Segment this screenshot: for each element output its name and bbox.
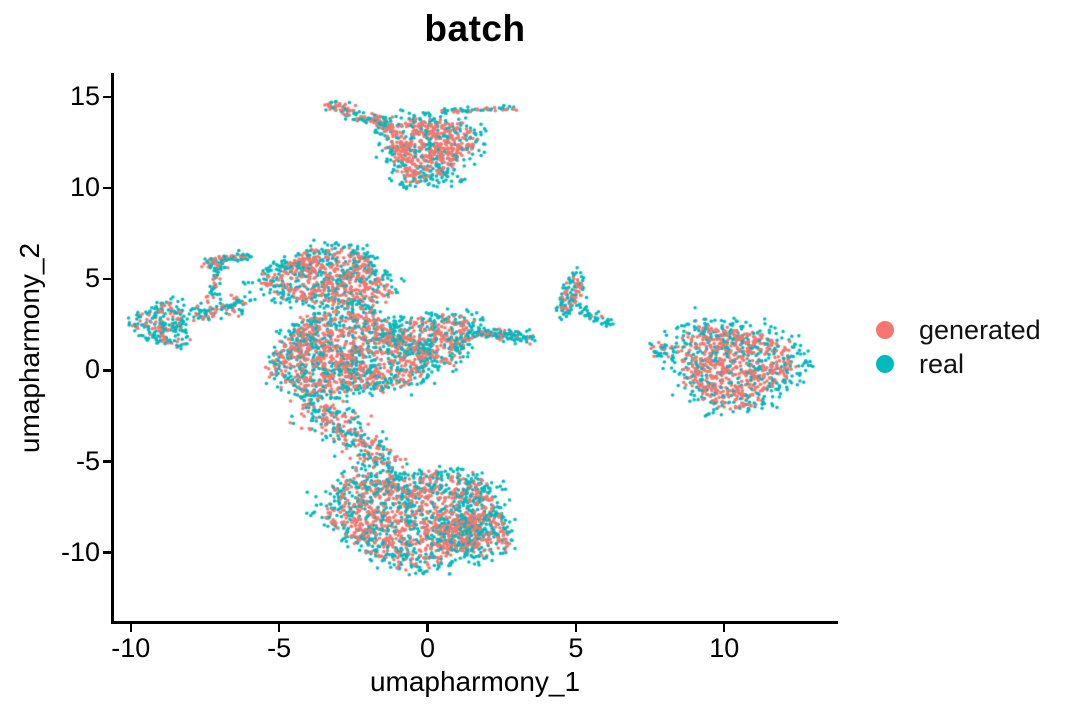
y-tick-mark	[103, 551, 112, 554]
y-tick-label: 0	[84, 354, 100, 385]
y-tick-mark	[103, 95, 112, 99]
y-tick-mark	[103, 460, 112, 463]
y-tick-label: 5	[84, 263, 100, 294]
y-tick-label: 10	[69, 172, 100, 203]
x-tick-mark	[129, 623, 133, 632]
x-tick-mark	[722, 623, 726, 632]
y-tick-mark	[103, 277, 112, 281]
y-tick-label: -10	[60, 536, 100, 567]
legend-swatch-generated	[876, 321, 894, 339]
x-tick-mark	[574, 623, 578, 632]
legend-item-generated: generated	[876, 313, 1041, 347]
chart-title: batch	[424, 8, 526, 49]
y-axis-line	[111, 73, 114, 622]
x-axis-line	[111, 621, 838, 624]
y-tick-label: 15	[69, 80, 100, 111]
x-axis-label: umapharmony_1	[369, 666, 581, 697]
x-tick-label: -10	[111, 633, 151, 663]
legend-swatch-real	[876, 355, 894, 373]
x-tick-label: 0	[420, 633, 436, 663]
x-tick-label: -5	[267, 633, 292, 663]
legend: generated real	[876, 313, 1041, 381]
y-tick-mark	[103, 186, 112, 190]
x-tick-label: 5	[568, 633, 584, 663]
x-tick-mark	[277, 623, 281, 632]
y-tick-mark	[103, 369, 112, 372]
legend-item-real: real	[876, 347, 1041, 381]
legend-label-real: real	[919, 348, 965, 379]
scatter-canvas	[113, 75, 837, 622]
y-tick-label: -5	[75, 445, 100, 476]
x-tick-mark	[426, 623, 429, 632]
legend-label-generated: generated	[919, 314, 1041, 345]
x-tick-label: 10	[709, 633, 740, 663]
